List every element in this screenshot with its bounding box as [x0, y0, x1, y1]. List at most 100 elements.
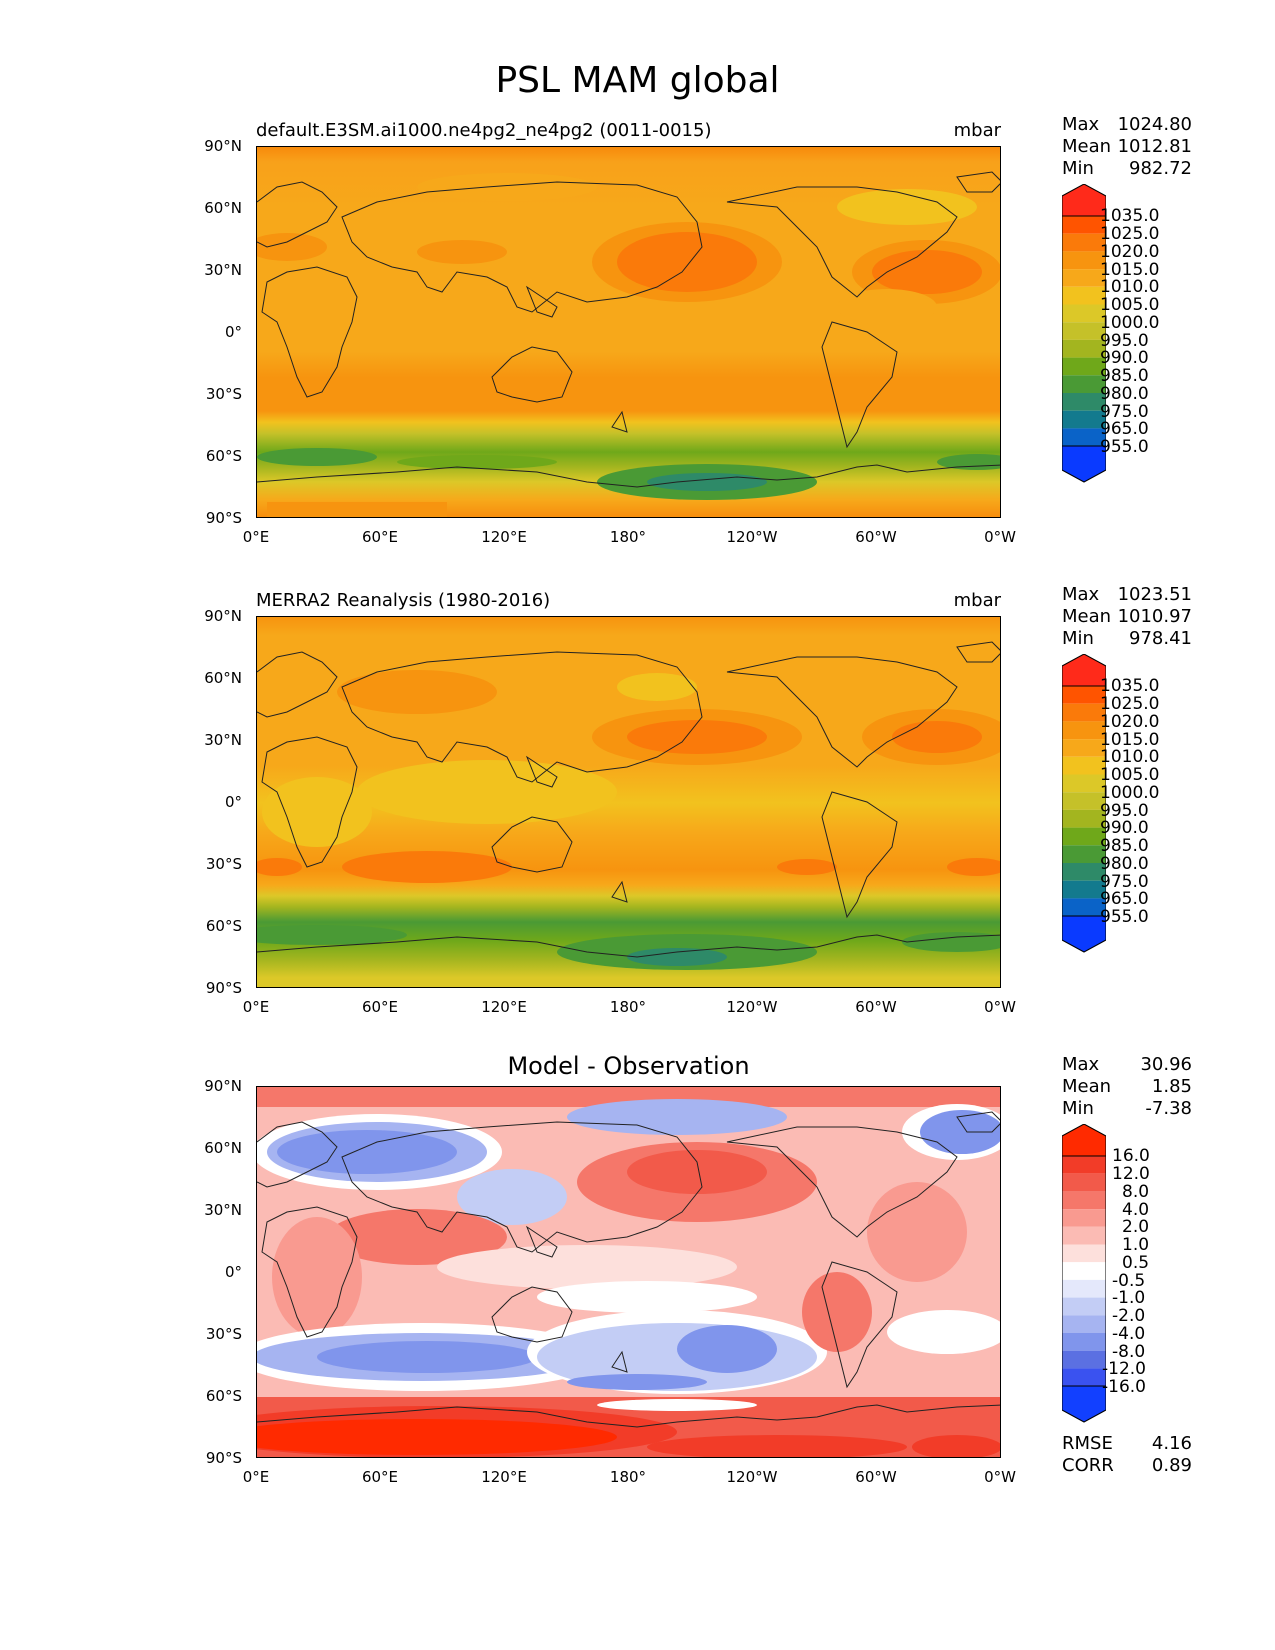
metric-value: 0.89	[1151, 1455, 1192, 1476]
stat-label: Min	[1062, 1098, 1094, 1119]
colorbar-swatch	[1062, 233, 1106, 252]
colorbar-label: -16.0	[1102, 1377, 1146, 1397]
colorbar-label: -0.5	[1112, 1271, 1146, 1291]
colorbar-label: 1015.0	[1100, 730, 1160, 750]
colorbar-swatch	[1062, 1156, 1106, 1174]
stats-box: Max 1024.80 Mean 1012.81 Min 982.72	[1062, 114, 1192, 180]
colorbar-swatch	[1062, 1333, 1106, 1351]
lat-label: 90°N	[204, 607, 242, 625]
colorbar-label: 1025.0	[1100, 224, 1160, 244]
lon-label: 120°W	[726, 1468, 778, 1486]
colorbar-swatch	[1062, 428, 1106, 446]
colorbar-swatch	[1061, 1385, 1107, 1423]
model-psl-map	[256, 146, 1001, 518]
lat-label: 30°S	[205, 385, 242, 403]
lon-label: 120°W	[726, 528, 778, 546]
stat-label: Max	[1062, 584, 1100, 605]
colorbar-label: 955.0	[1100, 907, 1149, 927]
colorbar-label: 1015.0	[1100, 260, 1160, 280]
colorbar-swatch	[1062, 1262, 1106, 1280]
lat-label: 60°S	[205, 1387, 242, 1405]
colorbar-label: -2.0	[1112, 1306, 1146, 1326]
stat-value: 1012.81	[1117, 136, 1192, 157]
colorbar-label: 980.0	[1100, 854, 1149, 874]
lon-label: 60°E	[361, 998, 399, 1016]
panel-observation: MERRA2 Reanalysis (1980-2016) mbar	[0, 584, 1275, 1060]
colorbar-swatch	[1062, 1368, 1106, 1386]
stat-value: -7.38	[1145, 1098, 1192, 1119]
lon-label: 60°W	[855, 998, 897, 1016]
colorbar-label: 16.0	[1112, 1146, 1150, 1166]
lat-label: 0°	[224, 793, 242, 811]
colorbar-swatch	[1062, 1297, 1106, 1316]
colorbar-label: 1005.0	[1100, 765, 1160, 785]
lat-label: 60°N	[204, 1139, 242, 1157]
lat-label: 0°	[224, 1263, 242, 1281]
colorbar-label: -4.0	[1112, 1324, 1146, 1344]
colorbar-label: 980.0	[1100, 384, 1149, 404]
colorbar-swatch	[1062, 1244, 1106, 1263]
colorbar-label: 1.0	[1122, 1235, 1150, 1255]
lat-label: 0°	[224, 323, 242, 341]
difference-map	[256, 1086, 1001, 1458]
stat-value: 978.41	[1129, 628, 1192, 649]
colorbar-label: -1.0	[1112, 1288, 1146, 1308]
lat-label: 60°S	[205, 917, 242, 935]
lat-label: 30°N	[204, 731, 242, 749]
colorbar-swatch	[1062, 827, 1106, 846]
colorbar-label: 1025.0	[1100, 694, 1160, 714]
panel-observation-title: MERRA2 Reanalysis (1980-2016)	[256, 590, 551, 611]
metric-label: RMSE	[1062, 1433, 1113, 1454]
lat-label: 60°N	[204, 669, 242, 687]
stats-box: Max 1023.51 Mean 1010.97 Min 978.41	[1062, 584, 1192, 650]
figure-title: PSL MAM global	[495, 60, 780, 101]
colorbar-swatch	[1062, 269, 1106, 287]
stats-box: Max 30.96 Mean 1.85 Min -7.38	[1062, 1054, 1192, 1120]
colorbar-swatch	[1062, 792, 1106, 810]
stat-label: Mean	[1062, 1076, 1112, 1097]
colorbar-label: 985.0	[1100, 366, 1149, 386]
colorbar-label: 1010.0	[1100, 277, 1160, 297]
colorbar-swatch	[1062, 898, 1106, 916]
lon-label: 120°W	[726, 998, 778, 1016]
metric-label: CORR	[1062, 1455, 1114, 1476]
colorbar-label: 4.0	[1122, 1200, 1150, 1220]
colorbar-swatch	[1062, 251, 1106, 270]
lat-label: 30°N	[204, 1201, 242, 1219]
colorbar-label: 1020.0	[1100, 712, 1160, 732]
coastlines	[257, 641, 1000, 958]
stat-value: 1010.97	[1117, 606, 1192, 627]
colorbar	[1061, 653, 1107, 958]
colorbar-label: 995.0	[1100, 331, 1149, 351]
lon-label: 120°E	[481, 528, 527, 546]
lon-label: 60°E	[361, 528, 399, 546]
panel-model-units: mbar	[953, 120, 1001, 141]
lon-label: 180°	[609, 528, 647, 546]
colorbar-label: 1010.0	[1100, 747, 1160, 767]
colorbar-swatch	[1062, 1315, 1106, 1333]
observation-psl-map	[256, 616, 1001, 988]
colorbar-swatch	[1062, 845, 1106, 863]
lon-label: 60°E	[361, 1468, 399, 1486]
stat-value: 1023.51	[1117, 584, 1192, 605]
colorbar-swatch	[1061, 1123, 1107, 1157]
colorbar-swatch	[1062, 322, 1106, 340]
stat-value: 1024.80	[1117, 114, 1192, 135]
colorbar-swatch	[1062, 739, 1106, 757]
stat-label: Mean	[1062, 136, 1112, 157]
colorbar-label: 990.0	[1100, 818, 1149, 838]
lat-label: 30°N	[204, 261, 242, 279]
lon-label: 60°W	[855, 1468, 897, 1486]
lat-label: 90°N	[204, 1077, 242, 1095]
panel-model-title: default.E3SM.ai1000.ne4pg2_ne4pg2 (0011-…	[256, 120, 712, 141]
lat-label: 90°S	[205, 979, 242, 997]
lon-label: 180°	[609, 998, 647, 1016]
stat-value: 30.96	[1140, 1054, 1192, 1075]
colorbar-swatch	[1062, 286, 1106, 305]
colorbar-label: 965.0	[1100, 419, 1149, 439]
colorbar-label: 1000.0	[1100, 313, 1160, 333]
colorbar-label: 965.0	[1100, 889, 1149, 909]
colorbar	[1061, 183, 1107, 488]
coastlines	[257, 171, 1000, 488]
colorbar-label: 2.0	[1122, 1217, 1150, 1237]
